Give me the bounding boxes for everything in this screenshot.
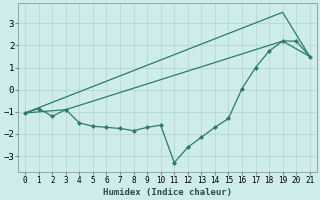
- X-axis label: Humidex (Indice chaleur): Humidex (Indice chaleur): [103, 188, 232, 197]
